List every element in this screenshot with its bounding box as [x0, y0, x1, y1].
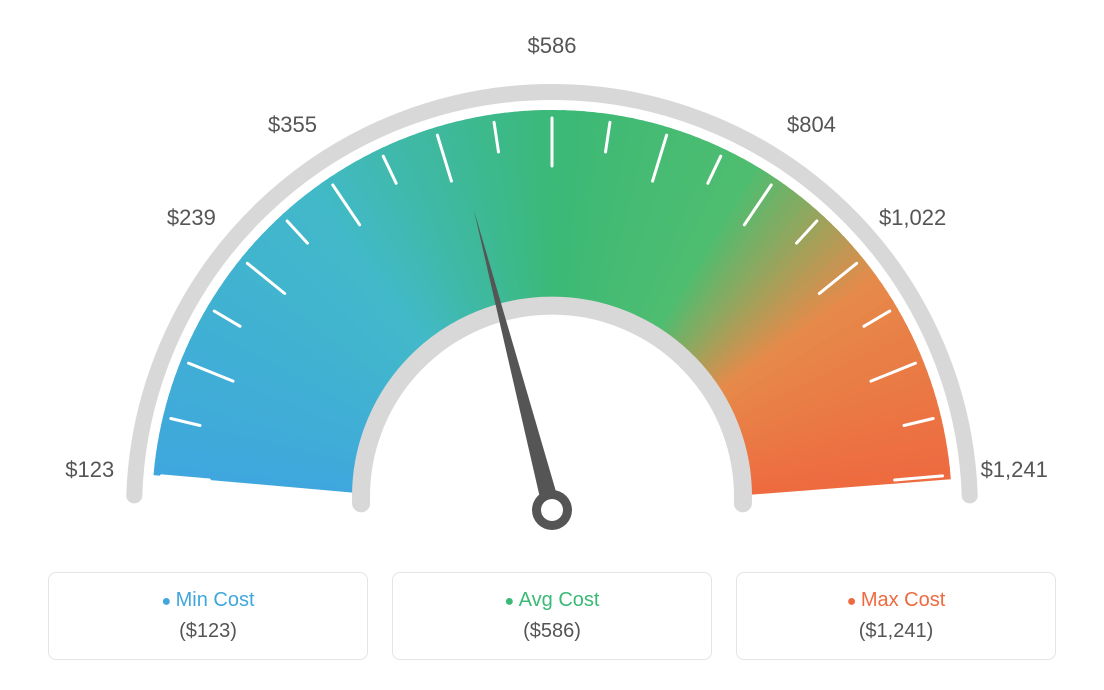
gauge-scale-label: $1,241 [981, 457, 1048, 483]
legend-card-min: Min Cost ($123) [48, 572, 368, 660]
gauge-scale-label: $586 [528, 33, 577, 59]
gauge-scale-label: $1,022 [879, 205, 946, 231]
legend-card-avg: Avg Cost ($586) [392, 572, 712, 660]
legend-label-avg: Avg Cost [405, 589, 699, 612]
legend-value-max: ($1,241) [749, 620, 1043, 643]
gauge-scale-label: $355 [268, 112, 317, 138]
legend-value-min: ($123) [61, 620, 355, 643]
gauge-scale-label: $804 [787, 112, 836, 138]
legend-label-max: Max Cost [749, 589, 1043, 612]
gauge-scale-label: $239 [167, 205, 216, 231]
legend-row: Min Cost ($123) Avg Cost ($586) Max Cost… [40, 572, 1064, 660]
legend-value-avg: ($586) [405, 620, 699, 643]
cost-gauge-container: $123 $239 $355 $586 $804 $1,022 $1,241 Min Cos… [0, 0, 1104, 690]
gauge-chart [0, 0, 1104, 560]
legend-label-min: Min Cost [61, 589, 355, 612]
legend-card-max: Max Cost ($1,241) [736, 572, 1056, 660]
gauge-scale-label: $123 [65, 457, 114, 483]
gauge-area: $123 $239 $355 $586 $804 $1,022 $1,241 [0, 0, 1104, 560]
